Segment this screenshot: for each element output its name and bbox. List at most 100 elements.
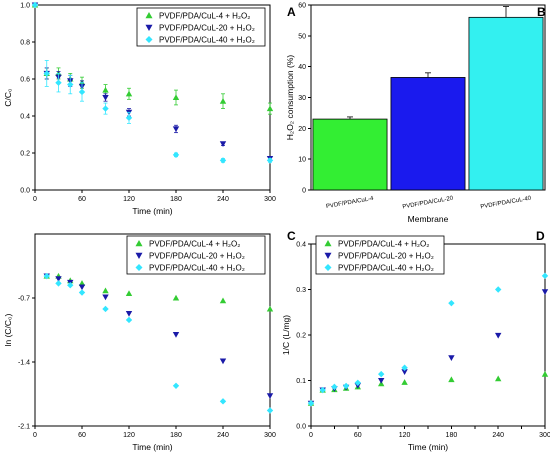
lncc0-x-axis-title: Time (min) — [132, 442, 172, 452]
invc-xtick-label: 60 — [354, 432, 362, 439]
cc0-legend-label-1: PVDF/PDA/CuL-4 + H₂O₂ — [159, 12, 250, 21]
invc-xtick-label: 300 — [539, 432, 550, 439]
lncc0-point-s2 — [78, 284, 86, 291]
bar-y-axis-title: H₂O₂ consumption (%) — [285, 55, 295, 141]
invc-legend-label-1: PVDF/PDA/CuL-4 + H₂O₂ — [338, 240, 429, 249]
invc-ytick-label: 0.0 — [296, 424, 306, 431]
invc-legend-marker-1 — [324, 240, 332, 247]
invc-point-s3 — [319, 386, 326, 394]
cc0-point-s3 — [55, 79, 62, 86]
panel-letter-c: C — [287, 229, 296, 243]
lncc0-xtick-label: 120 — [123, 432, 135, 439]
bar-x-axis-title: Membrane — [408, 214, 449, 224]
invc-point-s1 — [401, 379, 408, 385]
cc0-point-s3 — [78, 88, 86, 96]
invc-xtick-label: 0 — [309, 432, 313, 439]
cc0-xtick-label: 0 — [33, 196, 37, 203]
lncc0-legend-label-2: PVDF/PDA/CuL-20 + H₂O₂ — [149, 252, 245, 261]
lncc0-point-s2 — [266, 393, 274, 400]
bar-ytick-label: 0 — [302, 188, 306, 195]
cc0-ytick-label: 0.0 — [20, 188, 30, 195]
lncc0-point-s1 — [219, 297, 227, 304]
lncc0-point-s1 — [102, 287, 109, 294]
invc-point-s3 — [495, 286, 502, 293]
lncc0-xtick-label: 300 — [264, 432, 276, 439]
panel-inverse-concentration: 0 60 120 180 240 300 0.0 0.1 0.2 0.3 0.4 Time (min)… — [281, 235, 550, 452]
bar-category-label: PVDF/PDA/CuL-40 — [480, 195, 532, 210]
invc-point-s2 — [448, 355, 455, 361]
lncc0-point-s3 — [219, 398, 227, 405]
lncc0-point-s3 — [78, 289, 86, 296]
lncc0-legend-label-1: PVDF/PDA/CuL-4 + H₂O₂ — [149, 240, 240, 249]
lncc0-legend-box — [126, 235, 266, 275]
cc0-point-s3 — [102, 105, 109, 112]
cc0-point-s3 — [125, 114, 133, 122]
invc-point-s1 — [448, 376, 455, 383]
cc0-legend-label-3: PVDF/PDA/CuL-40 + H₂O₂ — [159, 36, 255, 45]
invc-point-s3 — [307, 400, 315, 407]
invc-point-s2 — [495, 332, 502, 339]
lncc0-point-s2 — [55, 276, 62, 282]
invc-legend-label-2: PVDF/PDA/CuL-20 + H₂O₂ — [338, 252, 434, 261]
lncc0-point-s2 — [125, 310, 133, 317]
invc-point-s2 — [401, 369, 408, 376]
cc0-xtick-label: 60 — [78, 196, 86, 203]
lncc0-point-s3 — [125, 316, 133, 324]
lncc0-xtick-label: 240 — [217, 432, 229, 439]
invc-ytick-label: 0.3 — [296, 287, 306, 294]
cc0-legend-marker-1 — [145, 12, 153, 19]
invc-point-s3 — [401, 364, 408, 371]
cc0-ytick-label: 1.0 — [20, 3, 30, 10]
lncc0-point-s3 — [55, 280, 62, 287]
lncc0-legend-marker-2 — [135, 252, 143, 259]
panel-letter-d: D — [536, 229, 545, 243]
bar-ytick-label: 30 — [298, 95, 306, 102]
invc-legend-marker-2 — [324, 252, 332, 259]
cc0-point-s2 — [172, 126, 180, 133]
invc-xtick-label: 180 — [446, 432, 458, 439]
cc0-point-s1 — [125, 90, 133, 97]
lncc0-point-s3 — [172, 382, 180, 389]
invc-point-s3 — [342, 382, 350, 390]
panel-ln-concentration: 0 60 120 180 240 300 -2.1 -1.4 -0.7 Time (min) ln … — [3, 233, 276, 452]
invc-point-s3 — [331, 383, 338, 391]
invc-ytick-label: 0.1 — [296, 378, 306, 385]
invc-point-s3 — [448, 299, 455, 307]
cc0-point-s3 — [266, 157, 274, 164]
bar-ytick-label: 60 — [298, 3, 306, 10]
cc0-point-s3 — [31, 1, 39, 9]
cc0-point-s3 — [219, 157, 227, 164]
invc-point-s2 — [541, 289, 549, 295]
cc0-ytick-label: 0.8 — [20, 40, 30, 47]
lncc0-point-s3 — [266, 407, 274, 414]
cc0-ytick-label: 0.4 — [20, 114, 30, 121]
invc-ytick-label: 0.4 — [296, 242, 306, 249]
invc-legend-label-3: PVDF/PDA/CuL-40 + H₂O₂ — [338, 264, 434, 273]
bar-1 — [312, 118, 388, 191]
bar-ytick-label: 50 — [298, 33, 306, 40]
lncc0-point-s3 — [67, 282, 74, 289]
invc-x-axis-title: Time (min) — [408, 442, 448, 452]
panel-h2o2-consumption: 0 10 20 30 40 50 60 PVDF/PDA/CuL-4 PVDF/PDA/CuL-… — [285, 3, 546, 224]
invc-ytick-label: 0.2 — [296, 333, 306, 340]
invc-point-s3 — [354, 379, 361, 386]
bar-category-label: PVDF/PDA/CuL-20 — [402, 195, 454, 210]
lncc0-plot-frame — [34, 233, 271, 427]
invc-legend-box — [315, 235, 445, 275]
cc0-point-s3 — [67, 81, 74, 88]
cc0-point-s1 — [172, 94, 180, 101]
lncc0-ytick-label: -1.4 — [18, 360, 30, 367]
panel-letter-b: B — [537, 5, 546, 19]
cc0-xtick-label: 300 — [264, 196, 276, 203]
cc0-point-s2 — [102, 94, 109, 101]
invc-legend-marker-3 — [324, 264, 332, 271]
lncc0-legend-label-3: PVDF/PDA/CuL-40 + H₂O₂ — [149, 264, 245, 273]
lncc0-point-s1 — [266, 305, 274, 312]
cc0-plot-frame — [34, 4, 271, 191]
lncc0-legend-marker-3 — [135, 264, 143, 271]
invc-point-s1 — [495, 375, 502, 382]
invc-point-s3 — [541, 272, 549, 280]
lncc0-point-s2 — [102, 294, 109, 301]
invc-point-s3 — [378, 370, 385, 378]
cc0-legend-box — [136, 7, 266, 47]
